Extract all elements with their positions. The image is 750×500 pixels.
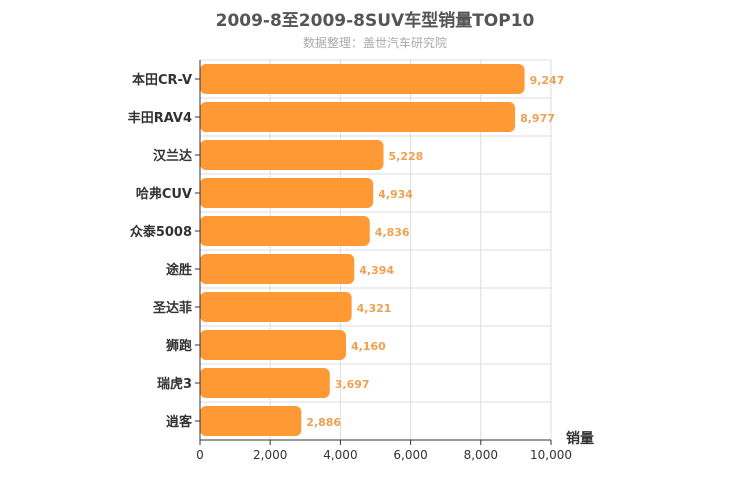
- x-tick-label: 8,000: [464, 448, 498, 462]
- chart-title: 2009-8至2009-8SUV车型销量TOP10: [215, 11, 535, 31]
- value-label: 4,160: [351, 340, 386, 353]
- x-axis-title: 销量: [566, 430, 594, 447]
- bar: [200, 64, 525, 94]
- category-label: 逍客: [166, 414, 193, 430]
- bar: [200, 140, 384, 170]
- bar: [200, 406, 302, 436]
- value-label: 3,697: [335, 378, 370, 391]
- category-label: 众泰5008: [130, 224, 192, 240]
- category-label: 汉兰达: [153, 148, 192, 164]
- x-tick-label: 10,000: [530, 448, 572, 462]
- x-tick-label: 4,000: [323, 448, 357, 462]
- value-label: 2,886: [306, 416, 341, 429]
- value-label: 4,394: [359, 264, 394, 277]
- bar: [200, 254, 355, 284]
- category-label: 狮跑: [165, 338, 192, 354]
- x-tick-label: 0: [196, 448, 204, 462]
- bar: [200, 216, 370, 246]
- x-tick-label: 6,000: [393, 448, 427, 462]
- category-label: 哈弗CUV: [136, 186, 192, 202]
- bar: [200, 292, 352, 322]
- value-label: 5,228: [389, 150, 424, 163]
- category-label: 本田CR-V: [132, 72, 192, 88]
- value-label: 4,836: [375, 226, 410, 239]
- bar: [200, 178, 374, 208]
- chart-subtitle: 数据整理：盖世汽车研究院: [302, 36, 447, 50]
- category-label: 圣达菲: [153, 300, 192, 316]
- axes: 0 2,000 4,000 6,000 8,000 10,000 本田CR-V 丰田RAV4 汉…: [128, 60, 572, 462]
- category-label: 丰田RAV4: [128, 110, 192, 126]
- bar: [200, 330, 347, 360]
- value-label: 8,977: [520, 112, 555, 125]
- value-label: 4,934: [378, 188, 413, 201]
- bars: 9,247 8,977 5,228 4,934 4,836 4,394 4,321 4,160…: [200, 64, 564, 436]
- value-label: 4,321: [357, 302, 392, 315]
- bar: [200, 368, 330, 398]
- category-label: 瑞虎3: [157, 376, 192, 392]
- value-label: 9,247: [530, 74, 565, 87]
- bar: [200, 102, 516, 132]
- category-label: 途胜: [166, 262, 192, 278]
- x-tick-label: 2,000: [253, 448, 287, 462]
